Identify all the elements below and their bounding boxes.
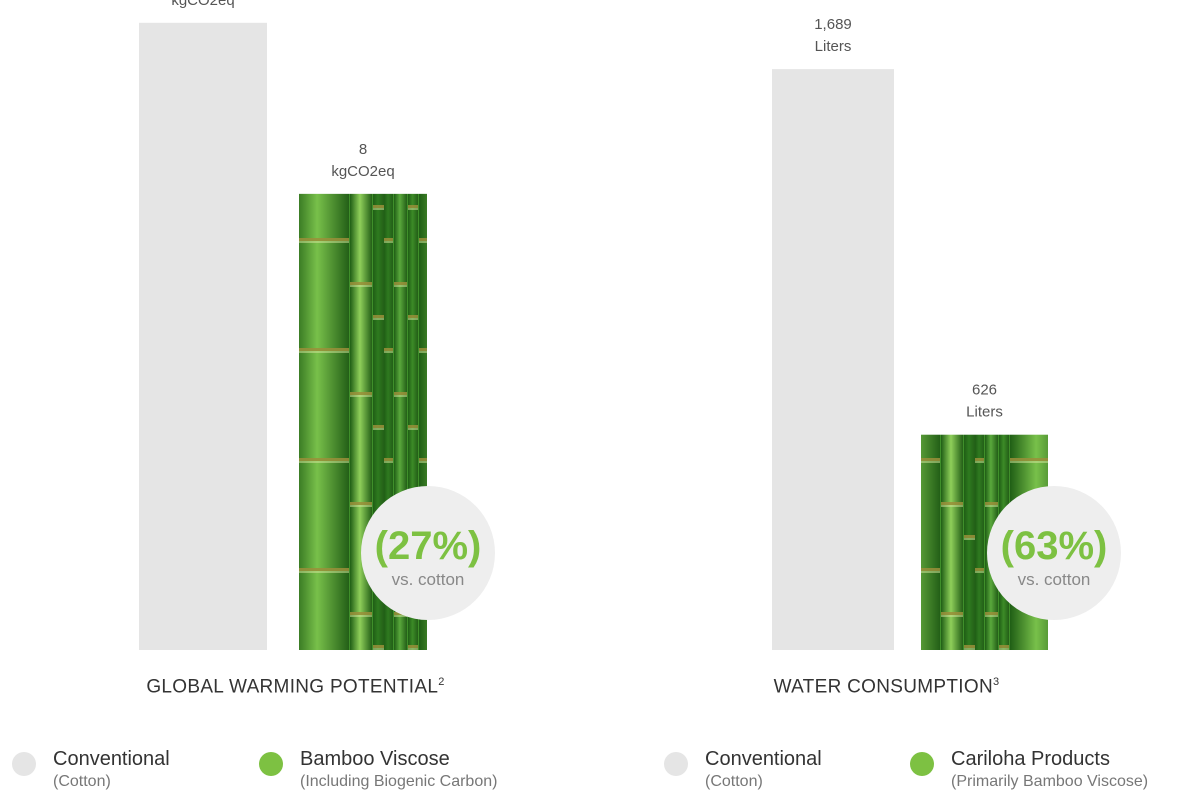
legend-dot-bamboo [910,752,934,776]
gwp-chart-svg: 11kgCO2eq8kgCO2eq(27%)vs. cotton [139,0,495,651]
legend-dot-conventional [664,752,688,776]
legend-sublabel: (Including Biogenic Carbon) [300,773,498,790]
data-label-value: 626 [972,382,997,399]
legend-label: Bamboo Viscose [300,748,450,770]
water-chart-svg: 1,689 Liters 626 Liters (63%) vs. cotton [772,16,1121,651]
legend-label: Conventional [53,748,170,770]
legend-sublabel: (Cotton) [53,773,111,790]
data-label-value: 8 [359,141,367,158]
data-label-unit: kgCO2eq [171,0,234,9]
data-label-unit: Liters [966,404,1003,421]
gwp-title-footnote: 2 [438,676,445,688]
gwp-title: GLOBAL WARMING POTENTIAL2 [0,676,591,698]
reduction-badge [987,486,1121,620]
bar-conventional [139,22,267,651]
reduction-caption: vs. cotton [1018,570,1091,589]
reduction-caption: vs. cotton [392,570,465,589]
data-label-value: 1,689 [814,16,852,33]
gwp-chart-panel: 11kgCO2eq8kgCO2eq(27%)vs. cotton GLOBAL … [0,0,591,795]
data-label-unit: Liters [815,38,852,55]
reduction-percent: (27%) [375,524,482,568]
data-label-unit: kgCO2eq [331,163,394,180]
reduction-percent: (63%) [1001,524,1108,568]
gwp-title-text: GLOBAL WARMING POTENTIAL [146,676,439,698]
bar-conventional [772,69,894,651]
water-chart-panel: 1,689 Liters 626 Liters (63%) vs. cotton WATE… [591,0,1182,795]
water-title-footnote: 3 [992,676,1000,688]
legend-sublabel: (Primarily Bamboo Viscose) [951,773,1149,790]
water-title: WATER CONSUMPTION3 [591,676,1182,698]
water-title-text: WATER CONSUMPTION [773,676,993,698]
legend-dot-conventional [12,752,36,776]
legend-label: Conventional [705,748,822,770]
legend-dot-bamboo [259,752,283,776]
legend-sublabel: (Cotton) [705,773,763,790]
legend-label: Cariloha Products [951,748,1110,770]
reduction-badge [361,486,495,620]
